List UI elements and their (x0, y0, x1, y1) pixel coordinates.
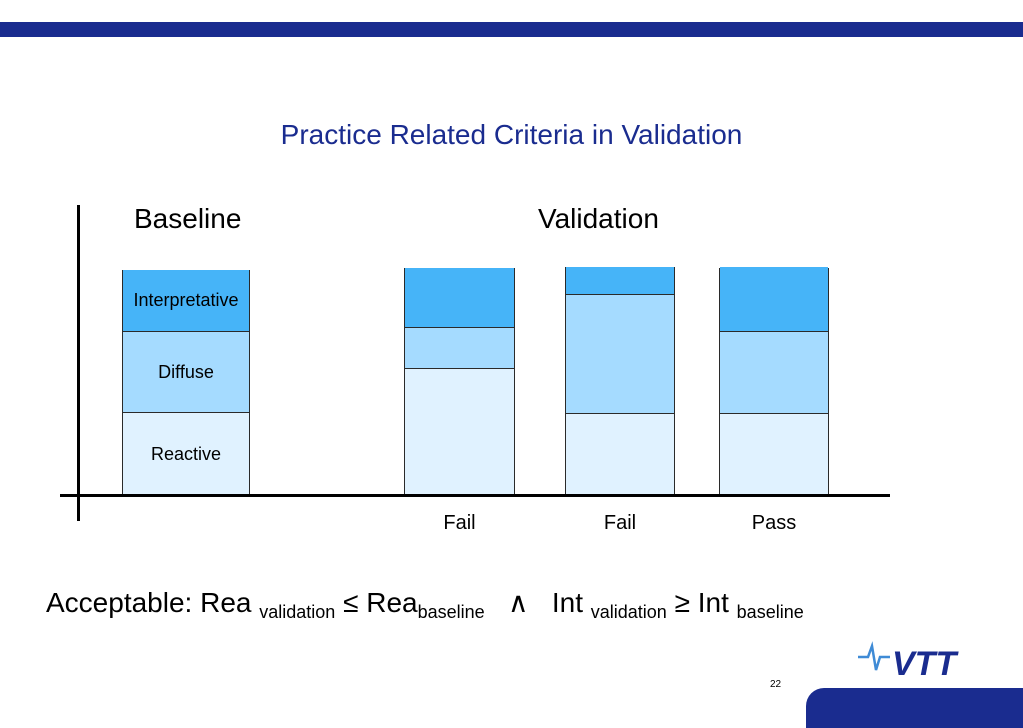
formula-op-ge: ≥ Int (666, 587, 737, 618)
bar-1-segment-interpretative: Interpretative (123, 270, 249, 331)
bar-3-segment-reactive (566, 413, 674, 495)
segment-label-reactive: Reactive (150, 443, 222, 464)
stacked-bar-2 (404, 268, 515, 495)
formula-and: ∧ Int (484, 587, 591, 618)
acceptance-formula: Acceptable: Rea validation ≤ Reabaseline… (46, 586, 804, 622)
top-brand-band (0, 22, 1023, 37)
bar-1-segment-diffuse: Diffuse (123, 331, 249, 412)
segment-label-diffuse: Diffuse (158, 361, 214, 382)
bar-4-segment-diffuse (720, 331, 828, 413)
x-axis-line (60, 494, 890, 497)
section-label-validation: Validation (538, 203, 659, 234)
category-label-4: Pass (751, 512, 797, 534)
formula-sub-validation-int: validation (590, 602, 667, 622)
bar-4-segment-reactive (720, 413, 828, 495)
y-axis-line (77, 205, 80, 521)
bar-3-segment-diffuse (566, 294, 674, 413)
section-label-baseline: Baseline (134, 203, 242, 234)
formula-sub-baseline-rea: baseline (417, 602, 485, 622)
bar-4-segment-interpretative (720, 267, 828, 331)
formula-op-le: ≤ Rea (335, 587, 418, 618)
bar-2-segment-diffuse (405, 327, 514, 368)
vtt-logo-text: VTT (892, 645, 959, 678)
stacked-bar-4 (719, 267, 829, 495)
footer-brand-band (806, 688, 1023, 728)
segment-label-interpretative: Interpretative (133, 290, 239, 310)
bar-1-segment-reactive: Reactive (123, 412, 249, 495)
formula-sub-validation-rea: validation (259, 602, 336, 622)
stacked-bar-3 (565, 267, 675, 495)
stacked-bar-1: Reactive Diffuse Interpretative (122, 270, 250, 495)
vtt-logo: VTT (858, 641, 959, 678)
bar-2-segment-interpretative (405, 268, 514, 327)
category-label-3: Fail (603, 512, 637, 534)
formula-prefix: Acceptable: Rea (46, 587, 260, 618)
category-label-2: Fail (443, 512, 476, 534)
slide-title: Practice Related Criteria in Validation (280, 119, 743, 150)
bar-3-segment-interpretative (566, 267, 674, 294)
page-number: 22 (770, 679, 782, 690)
bar-2-segment-reactive (405, 368, 514, 495)
stacked-bar-chart: Reactive Diffuse Interpretative Fail Fail Pas… (122, 267, 829, 534)
formula-sub-baseline-int: baseline (736, 602, 804, 622)
